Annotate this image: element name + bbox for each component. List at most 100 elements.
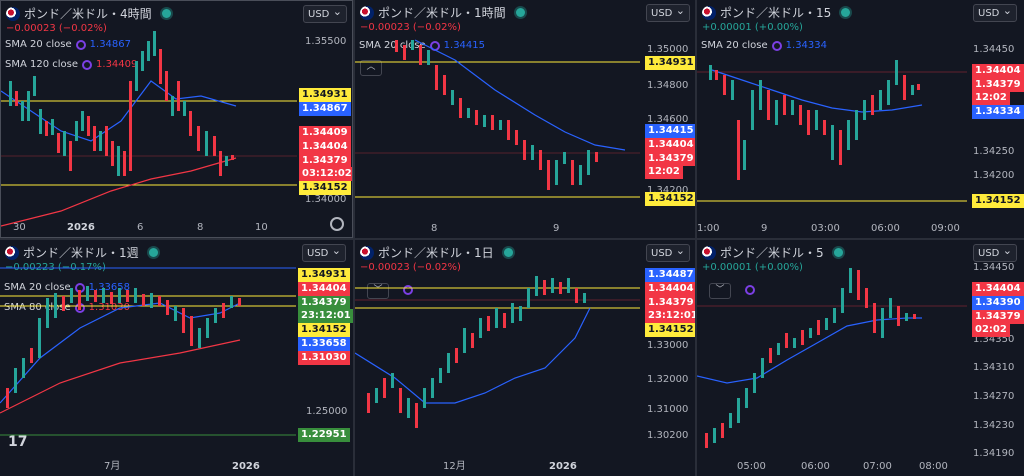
- panel-title[interactable]: ポンド／米ドル・1週: [5, 244, 158, 261]
- y-tick: 1.34800: [647, 80, 689, 91]
- price-tag: 1.34404: [645, 282, 695, 296]
- currency-select[interactable]: USD: [973, 242, 1017, 262]
- divider[interactable]: [0, 238, 1024, 240]
- y-tick: 1.34310: [973, 362, 1015, 373]
- chart-panel-5m[interactable]: ポンド／米ドル・5 +0.00001 (+0.00%) ﹀ USD: [697, 240, 1024, 476]
- price-change: +0.00001 (+0.00%): [702, 22, 803, 33]
- sma-value: 1.31030: [88, 302, 131, 313]
- price-change: −0.00023 (−0.02%): [360, 22, 461, 33]
- candles-plot[interactable]: [0, 248, 296, 458]
- symbol-title: ポンド／米ドル・5: [720, 246, 824, 260]
- y-tick: 1.31000: [647, 404, 689, 415]
- eye-icon[interactable]: [82, 59, 93, 70]
- sma-label: SMA 20 close: [359, 40, 426, 51]
- countdown-tag: 12:02: [645, 165, 683, 179]
- symbol-title: ポンド／米ドル・1日: [378, 246, 494, 260]
- flag-icon: [6, 6, 20, 21]
- countdown-tag: 23:12:01: [298, 309, 353, 323]
- settings-icon[interactable]: [330, 217, 344, 231]
- y-tick: 1.34190: [973, 448, 1015, 459]
- candles: [367, 276, 586, 428]
- y-tick: 1.34000: [305, 194, 347, 205]
- candles-plot[interactable]: [355, 248, 640, 458]
- price-tag: 1.34931: [645, 56, 695, 70]
- x-label: 03:00: [811, 223, 840, 234]
- price-change: −0.00023 (−0.02%): [6, 23, 107, 34]
- y-tick: 1.34450: [973, 44, 1015, 55]
- currency-select[interactable]: USD: [646, 2, 690, 22]
- y-tick: 1.30200: [647, 430, 689, 441]
- sma-label: SMA 20 close: [4, 282, 71, 293]
- symbol-title: ポンド／米ドル・15: [720, 6, 832, 20]
- x-label: 2026: [549, 461, 577, 472]
- live-dot-icon: [833, 248, 843, 257]
- price-tag: 1.31030: [298, 351, 350, 365]
- x-label: 10: [255, 222, 268, 233]
- price-tag: 1.34152: [645, 323, 695, 337]
- eye-icon[interactable]: [771, 40, 782, 51]
- currency-select[interactable]: USD: [973, 2, 1017, 22]
- x-label: 6: [137, 222, 144, 233]
- expand-legend-button[interactable]: ﹀: [709, 283, 731, 299]
- tradingview-logo-icon[interactable]: 17: [8, 434, 28, 450]
- chart-panel-1d[interactable]: ポンド／米ドル・1日 −0.00023 (−0.02%) ﹀ USD: [355, 240, 695, 476]
- price-tag: 1.34379: [299, 154, 351, 168]
- x-label: 09:00: [931, 223, 960, 234]
- currency-select[interactable]: USD: [302, 242, 346, 262]
- chart-panel-1h[interactable]: ポンド／米ドル・1時間 −0.00023 (−0.02%) SMA 20 clo…: [355, 0, 695, 238]
- chart-panel-15m[interactable]: ポンド／米ドル・15 +0.00001 (+0.00%) SMA 20 clos…: [697, 0, 1024, 238]
- live-dot-icon: [515, 8, 525, 17]
- y-tick: 1.34350: [973, 334, 1015, 345]
- price-tag: 1.34487: [645, 268, 695, 282]
- chart-panel-4h[interactable]: ポンド／米ドル・4時間 −0.00023 (−0.02%) SMA 20 clo…: [0, 0, 353, 238]
- sma-20-legend[interactable]: SMA 20 close 1.34334: [701, 40, 827, 51]
- price-tag: 1.34404: [299, 140, 351, 154]
- price-tag: 1.34379: [298, 296, 350, 310]
- price-tag: 1.34404: [972, 64, 1024, 78]
- candles: [9, 31, 234, 176]
- eye-icon[interactable]: [403, 285, 413, 295]
- y-tick: 1.34270: [973, 391, 1015, 402]
- sma-20-legend[interactable]: SMA 20 close 1.34867: [5, 39, 131, 50]
- x-label: 05:00: [737, 461, 766, 472]
- symbol-title: ポンド／米ドル・4時間: [24, 7, 152, 21]
- y-tick: 1.34230: [973, 420, 1015, 431]
- sma-label: SMA 120 close: [5, 59, 79, 70]
- candles-plot[interactable]: [355, 20, 640, 230]
- x-label: 06:00: [871, 223, 900, 234]
- y-tick: 1.35000: [647, 44, 689, 55]
- flag-icon: [5, 245, 19, 260]
- x-label: 07:00: [863, 461, 892, 472]
- x-label: 2026: [232, 461, 260, 472]
- price-tag: 1.34931: [299, 88, 351, 102]
- panel-title[interactable]: ポンド／米ドル・5: [702, 244, 843, 261]
- collapse-legend-button[interactable]: ︿: [360, 60, 382, 76]
- panel-title[interactable]: ポンド／米ドル・15: [702, 4, 851, 21]
- price-tag: 1.34867: [299, 102, 351, 116]
- expand-legend-button[interactable]: ﹀: [367, 283, 389, 299]
- chart-panel-1w[interactable]: ポンド／米ドル・1週 −0.00223 (−0.17%) SMA 20 clos…: [0, 240, 353, 476]
- panel-title[interactable]: ポンド／米ドル・1時間: [360, 4, 525, 21]
- eye-icon[interactable]: [75, 39, 86, 50]
- sma-label: SMA 80 close: [4, 302, 71, 313]
- indicator-eye[interactable]: [403, 285, 413, 295]
- panel-title[interactable]: ポンド／米ドル・1日: [360, 244, 513, 261]
- live-dot-icon: [841, 8, 851, 17]
- currency-select[interactable]: USD: [646, 242, 690, 262]
- price-tag: 1.34379: [645, 296, 695, 310]
- x-label: 9: [761, 223, 768, 234]
- y-tick: 1.33000: [647, 340, 689, 351]
- eye-icon[interactable]: [745, 285, 755, 295]
- candles-plot[interactable]: [697, 248, 967, 458]
- candles-plot[interactable]: [1, 21, 297, 231]
- indicator-eye[interactable]: [745, 285, 755, 295]
- countdown-tag: 12:02: [972, 91, 1010, 105]
- currency-select[interactable]: USD: [303, 3, 347, 23]
- panel-title[interactable]: ポンド／米ドル・4時間: [6, 5, 171, 22]
- y-tick: 1.34200: [647, 185, 689, 196]
- sma-120-legend[interactable]: SMA 120 close 1.34409: [5, 59, 137, 70]
- countdown-tag: 03:12:02: [299, 167, 352, 181]
- candles-plot[interactable]: [697, 20, 967, 230]
- price-tag: 1.34931: [298, 268, 350, 282]
- flag-icon: [702, 245, 716, 260]
